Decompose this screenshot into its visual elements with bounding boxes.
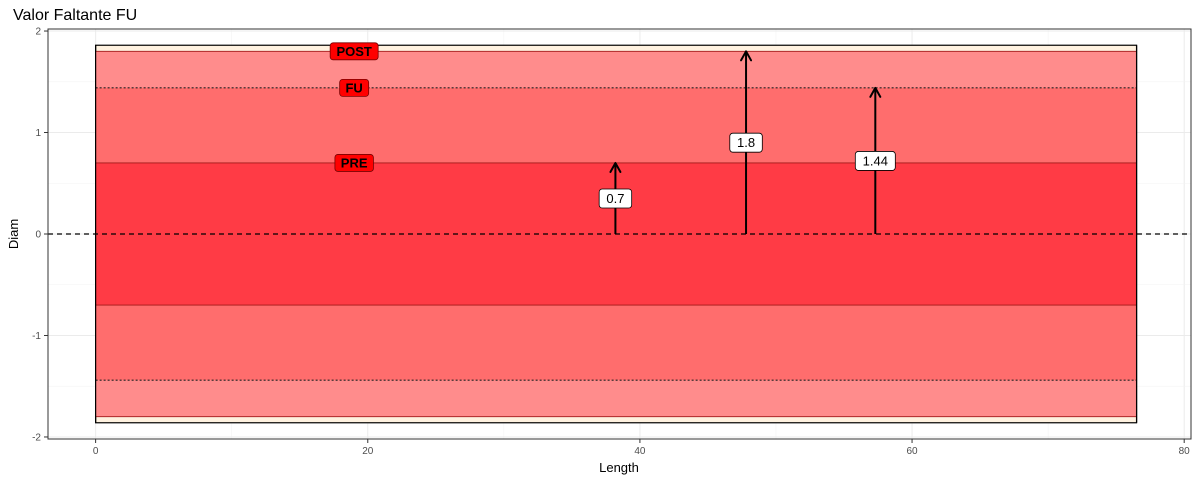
x-axis: 0 20 40 60 80 <box>93 439 1190 457</box>
y-tick-label: -2 <box>32 432 41 443</box>
arrow-head-1 <box>609 161 622 173</box>
x-tick-label: 80 <box>1179 446 1191 457</box>
arrow-head-2 <box>740 50 753 62</box>
x-tick-label: 60 <box>906 446 918 457</box>
arrow-label-box-1 <box>598 188 633 209</box>
arrow-label-box-2 <box>729 132 763 153</box>
band-label: FU <box>345 80 362 95</box>
band-label-box-fu <box>339 78 370 97</box>
arrow-value-label: 0.7 <box>606 191 624 206</box>
y-tick-label: 2 <box>35 27 41 38</box>
x-tick-label: 20 <box>362 446 374 457</box>
arrow-value-label: 1.8 <box>737 135 755 150</box>
arrow-label-box-3 <box>854 151 896 171</box>
y-axis-title: Diam <box>6 219 21 249</box>
band-label-box-pre <box>334 154 374 172</box>
band-label-box-post <box>329 42 379 61</box>
y-tick-label: -1 <box>32 331 41 342</box>
band-label: PRE <box>341 155 368 170</box>
arrows: 0.7 1.8 1.44 <box>598 50 896 234</box>
x-tick-label: 40 <box>634 446 646 457</box>
x-axis-title: Length <box>599 460 639 475</box>
band-label: POST <box>336 44 371 59</box>
band-labels: POST FU PRE <box>329 42 379 172</box>
chart-title: Valor Faltante FU <box>13 7 137 24</box>
x-tick-label: 0 <box>93 446 99 457</box>
y-tick-label: 0 <box>35 230 41 241</box>
arrow-head-3 <box>869 86 882 98</box>
y-axis: -2 -1 0 1 2 <box>32 27 48 443</box>
y-tick-label: 1 <box>35 128 41 139</box>
arrow-value-label: 1.44 <box>863 153 888 168</box>
